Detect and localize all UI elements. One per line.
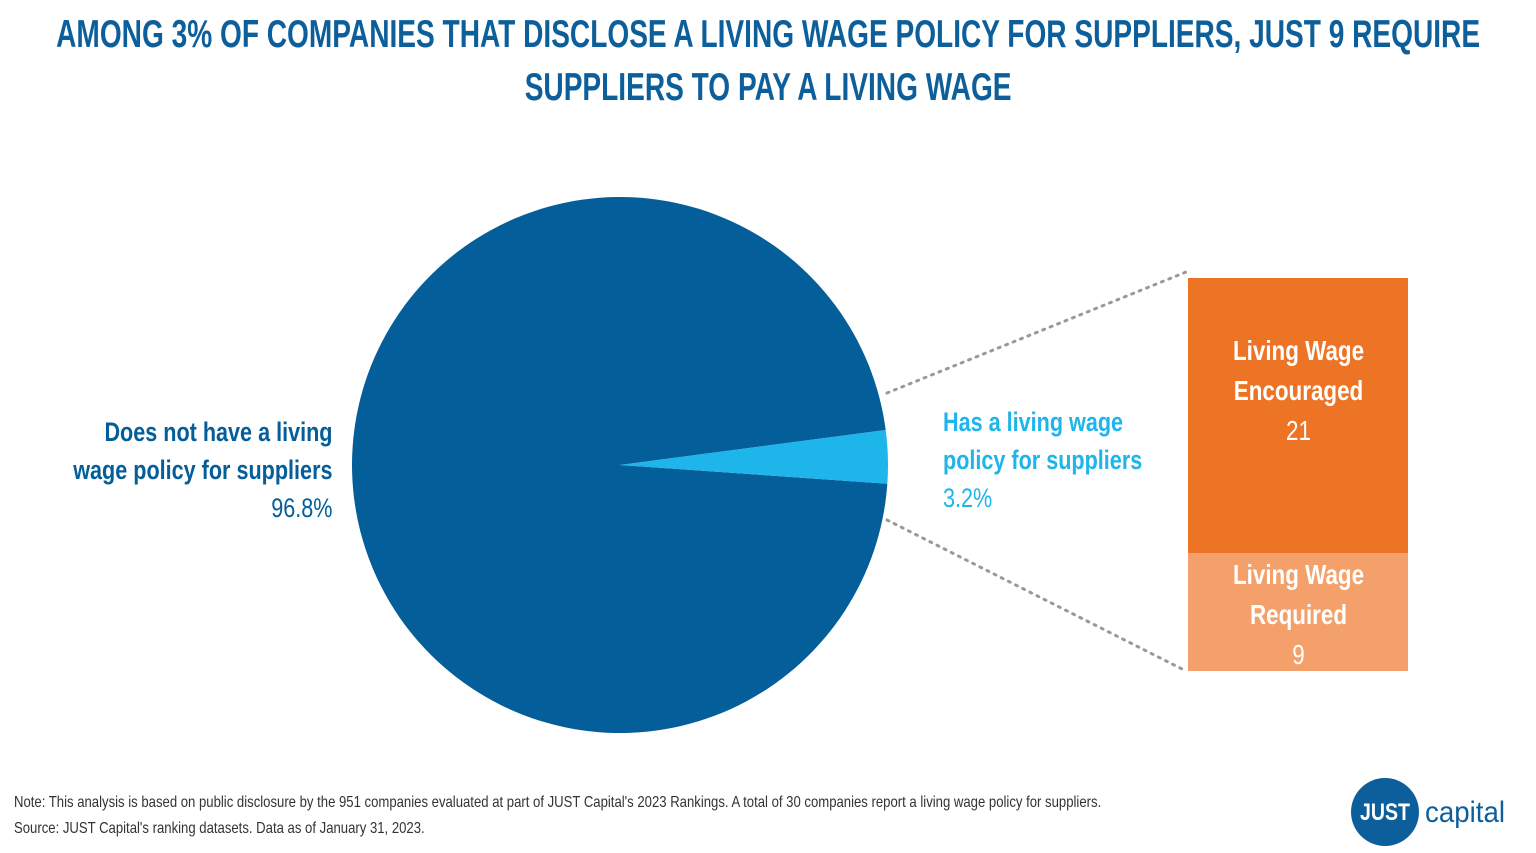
logo-mark [1351, 778, 1419, 846]
bar-segment [1188, 553, 1408, 671]
value-label: 9 [1291, 639, 1305, 671]
category-label: Does not have a living wage policy for s… [72, 417, 332, 485]
source-text: Source: JUST Capital's ranking datasets.… [14, 819, 425, 837]
connector [885, 270, 1188, 395]
bar-segment [1188, 278, 1408, 554]
title-text: AMONG 3% OF COMPANIES THAT DISCLOSE A LI… [56, 13, 1480, 110]
slice-label: Has a living wage policy for suppliers 3.… [943, 404, 1163, 517]
category-label: Living Wage Encouraged [1232, 334, 1364, 406]
bar-label: Living Wage Encouraged 21 [1188, 331, 1408, 451]
note-text: Note: This analysis is based on public d… [14, 794, 1102, 811]
logo-text: capital [1425, 796, 1505, 829]
category-label: Living Wage Required [1232, 559, 1364, 631]
value-label: 21 [1285, 414, 1311, 446]
value-label: 3.2% [943, 482, 993, 513]
value-label: 96.8% [270, 492, 332, 523]
note: Note: This analysis is based on public d… [14, 790, 1314, 841]
bar-label: Living Wage Required 9 [1188, 555, 1408, 675]
connector [885, 518, 1188, 673]
category-label: Has a living wage policy for suppliers [943, 407, 1143, 475]
pie-slice [351, 197, 888, 734]
logo-mark-text: JUST [1360, 799, 1410, 826]
pie-slice [620, 430, 888, 484]
slice-label: Does not have a living wage policy for s… [50, 414, 332, 527]
chart-title: AMONG 3% OF COMPANIES THAT DISCLOSE A LI… [40, 8, 1496, 115]
